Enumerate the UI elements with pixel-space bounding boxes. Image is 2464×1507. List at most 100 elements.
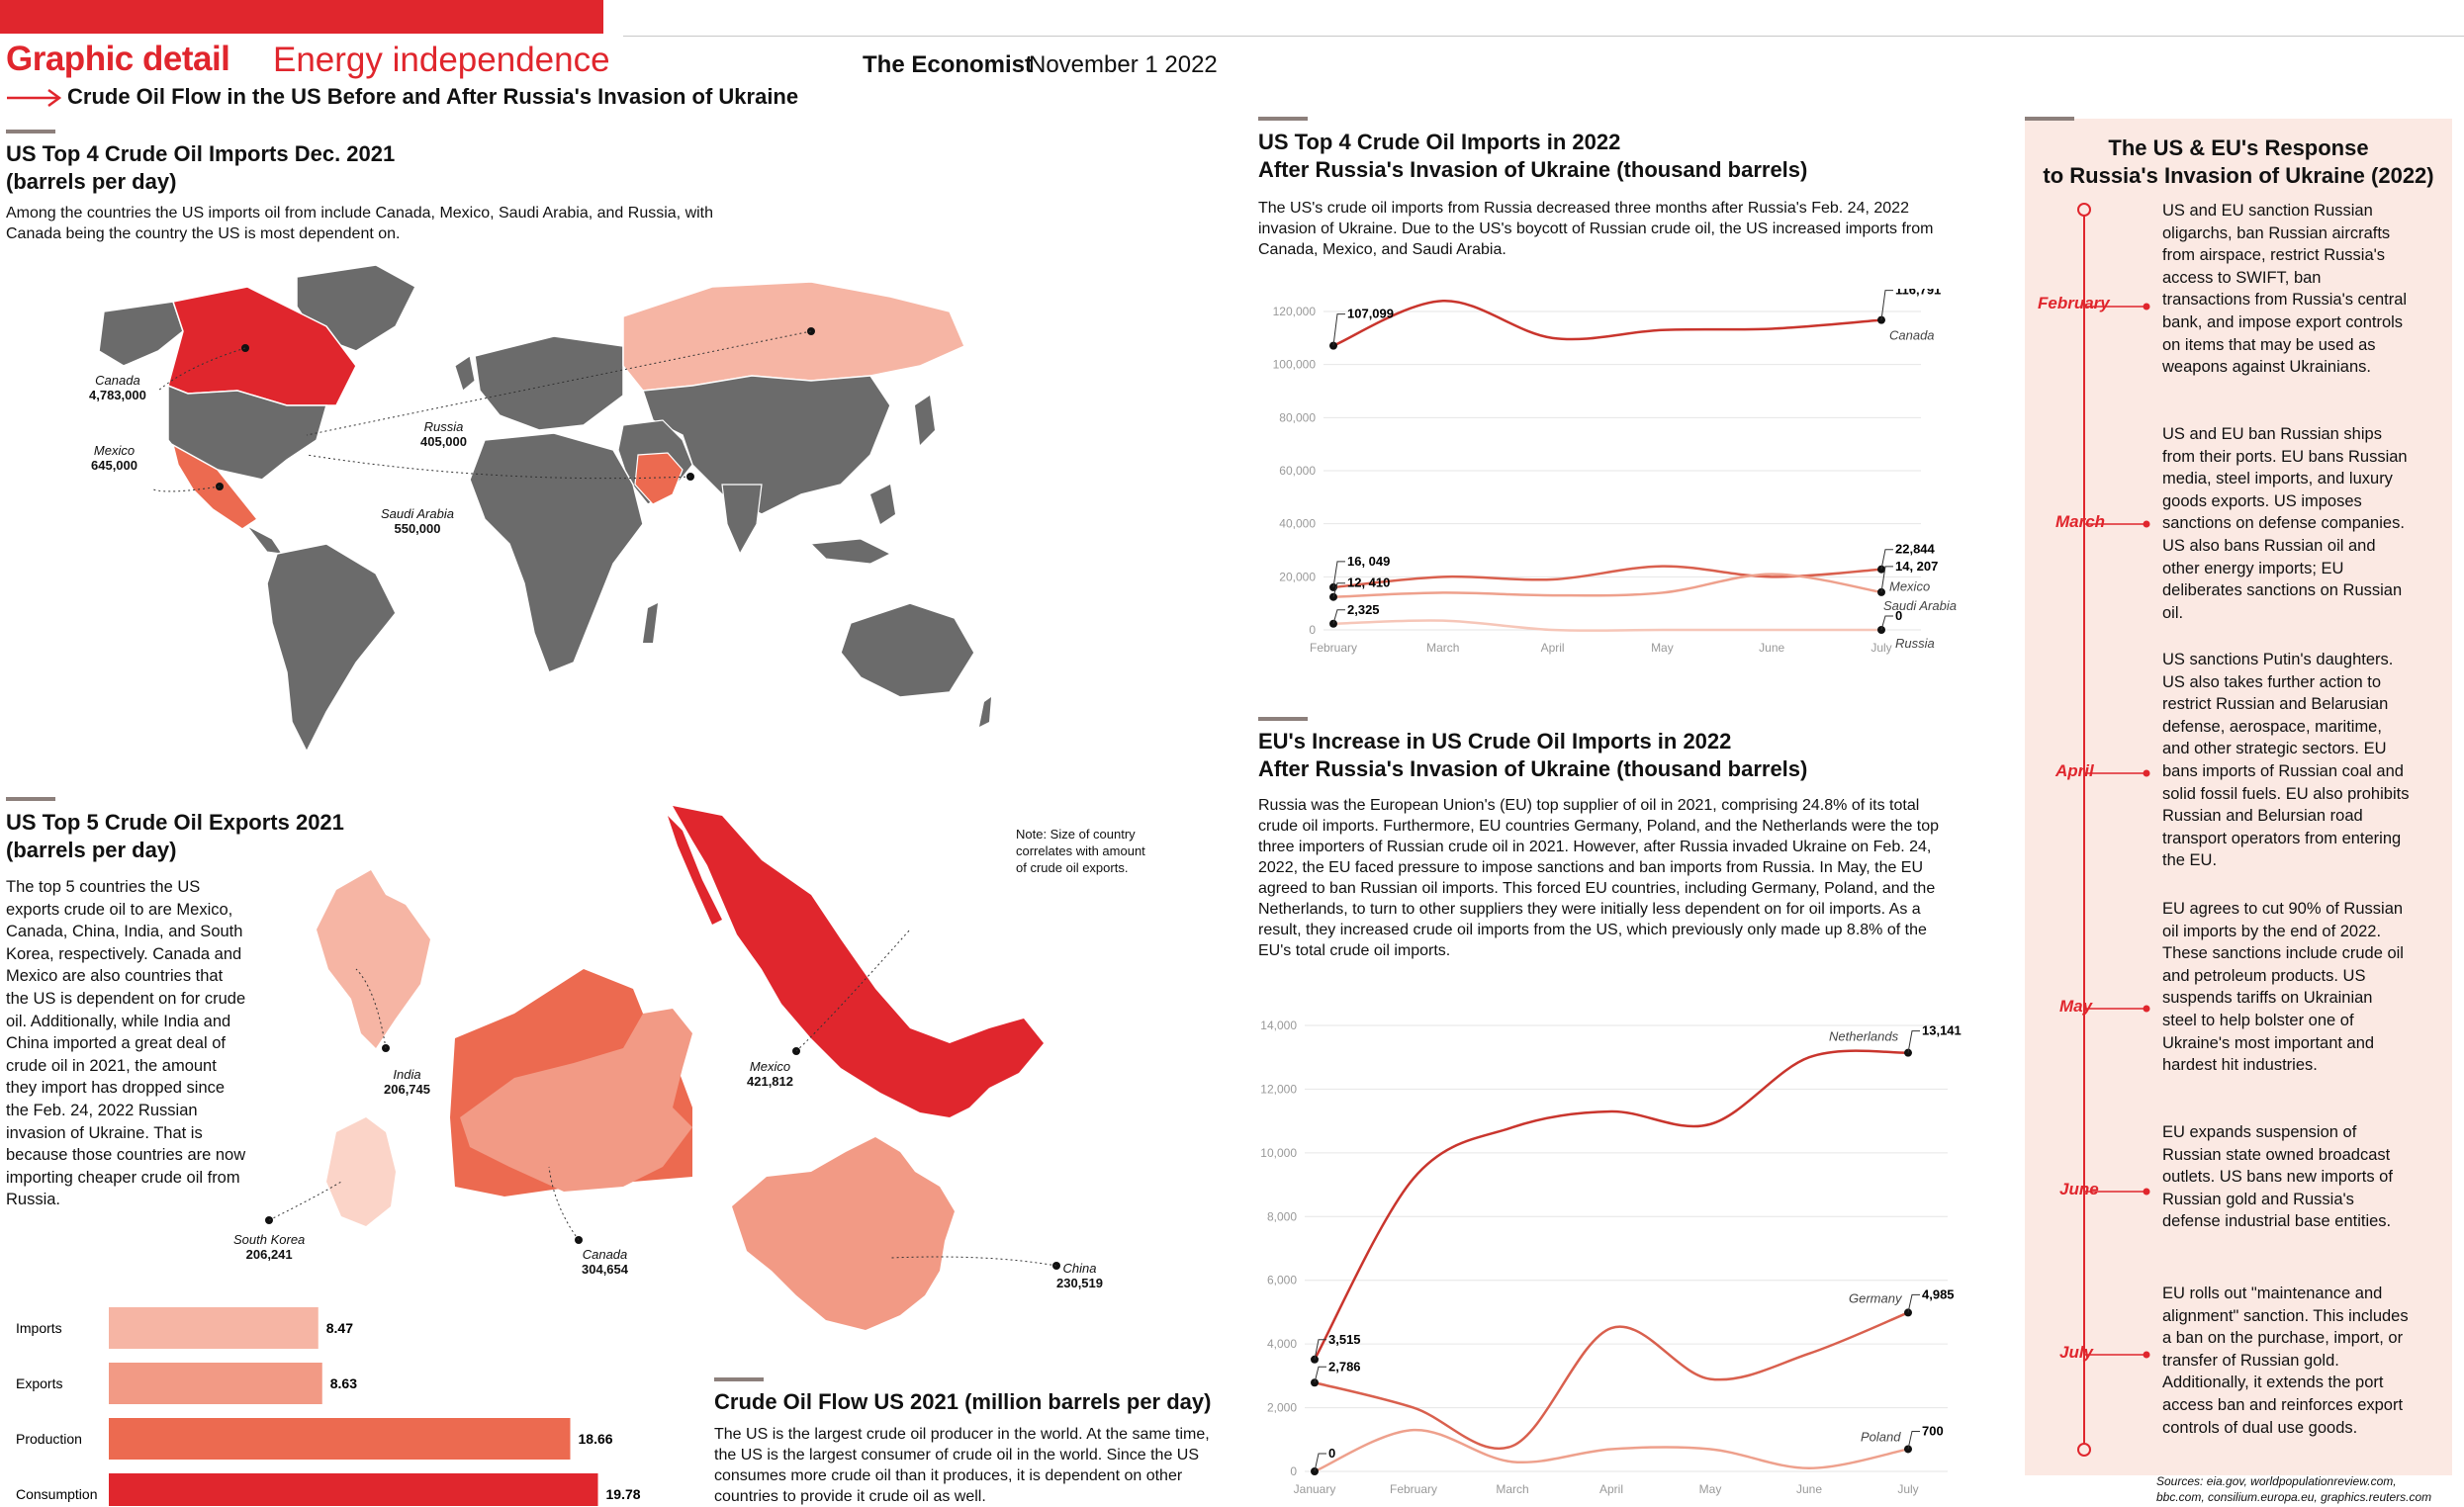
export-label-south-korea: South Korea 206,241: [233, 1232, 306, 1262]
bar-category-label: Exports: [16, 1375, 62, 1391]
x-tick-label: March: [1496, 1482, 1528, 1496]
series-line-mexico: [1332, 565, 1882, 589]
end-leader: [1880, 290, 1893, 320]
series-end-label: 13,141: [1922, 1023, 1962, 1038]
flow-section-title: Crude Oil Flow US 2021 (million barrels …: [714, 1389, 1212, 1414]
series-line-poland: [1314, 1428, 1909, 1473]
timeline-month-april: April: [2055, 761, 2094, 780]
india-export-shape: [317, 870, 430, 1048]
timeline-month-march: March: [2055, 512, 2106, 531]
series-line-canada: [1332, 300, 1882, 347]
bar-value-label: 8.63: [330, 1375, 357, 1391]
x-tick-label: February: [1390, 1482, 1437, 1496]
timeline-event-april: US sanctions Putin's daughters. US also …: [2162, 651, 2410, 870]
header-red-bar: [0, 0, 603, 34]
start-leader: [1332, 313, 1345, 346]
end-leader: [1880, 615, 1893, 631]
world-map: [98, 264, 991, 754]
y-tick-label: 2,000: [1267, 1401, 1297, 1415]
start-leader: [1332, 609, 1345, 624]
series-name-label: Russia: [1895, 636, 1935, 651]
section-marker: [1258, 717, 1308, 721]
map-label-mexico: Mexico 645,000: [91, 443, 137, 473]
end-leader: [1907, 1030, 1920, 1053]
y-tick-label: 40,000: [1279, 517, 1316, 531]
start-leader: [1314, 1453, 1326, 1472]
bar-production: [109, 1418, 571, 1460]
y-tick-label: 80,000: [1279, 410, 1316, 424]
export-label-china: China 230,519: [1056, 1261, 1103, 1290]
series-end-label: 14, 207: [1895, 559, 1938, 574]
section-marker: [6, 797, 55, 801]
x-tick-label: April: [1541, 641, 1565, 655]
x-tick-label: February: [1310, 641, 1357, 655]
y-tick-label: 12,000: [1260, 1082, 1297, 1096]
mexico-export-shape: [673, 806, 1044, 1117]
publication-date: November 1 2022: [1029, 51, 1218, 78]
section-marker: [6, 130, 55, 133]
saudi-arabia-shape: [634, 452, 684, 505]
y-tick-label: 120,000: [1273, 305, 1317, 318]
series-end-label: 22,844: [1895, 542, 1936, 557]
series-start-point: [1311, 1355, 1319, 1364]
russia-shape: [622, 281, 965, 392]
series-end-point: [1904, 1048, 1912, 1057]
publication-name: The Economist: [863, 51, 1034, 78]
map-label-russia: Russia 405,000: [420, 419, 467, 449]
series-start-label: 2,325: [1347, 602, 1380, 617]
exports-size-note: Note: Size of country correlates with am…: [1016, 827, 1145, 875]
y-tick-label: 0: [1290, 1464, 1297, 1478]
series-start-label: 3,515: [1328, 1332, 1361, 1347]
long-right-arrow-icon: [7, 88, 62, 108]
eu-line-chart: 0 2,000 4,000 6,000 8,000 10,000 12,000 14,000 J…: [1260, 1019, 1962, 1496]
series-start-label: 2,786: [1328, 1359, 1361, 1374]
y-tick-label: 20,000: [1279, 570, 1316, 583]
timeline-event-march: US and EU ban Russian ships from their p…: [2162, 425, 2408, 622]
south-korea-export-shape: [326, 1117, 396, 1226]
x-tick-label: June: [1759, 641, 1784, 655]
timeline-month-june: June: [2059, 1180, 2099, 1198]
series-name-label: Canada: [1889, 328, 1935, 343]
series-name-label: Saudi Arabia: [1883, 598, 1957, 613]
eu-section-title: EU's Increase in US Crude Oil Imports in…: [1258, 729, 1808, 781]
eu-section-description: Russia was the European Union's (EU) top…: [1258, 797, 1940, 959]
timeline-event-june: EU expands suspension of Russian state o…: [2162, 1123, 2393, 1231]
series-start-label: 107,099: [1347, 307, 1394, 321]
y-tick-label: 6,000: [1267, 1274, 1297, 1287]
exports-section-description: The top 5 countries the US exports crude…: [6, 878, 246, 1209]
imports-line-chart: 0 20,000 40,000 60,000 80,000 100,000 120,000 F…: [1273, 289, 1957, 655]
timeline-axis: [2077, 203, 2150, 1457]
series-end-label: 4,985: [1922, 1286, 1955, 1301]
bar-category-label: Consumption: [16, 1486, 98, 1502]
series-start-label: 0: [1328, 1446, 1335, 1461]
timeline-event-may: EU agrees to cut 90% of Russian oil impo…: [2162, 900, 2404, 1075]
bar-value-label: 19.78: [606, 1486, 641, 1502]
x-tick-label: May: [1651, 641, 1674, 655]
x-tick-label: January: [1294, 1482, 1336, 1496]
end-leader: [1907, 1430, 1920, 1450]
series-line-germany: [1314, 1311, 1909, 1451]
bar-value-label: 18.66: [579, 1431, 613, 1447]
y-tick-label: 10,000: [1260, 1146, 1297, 1160]
bar-imports: [109, 1307, 319, 1349]
exports-country-shapes: [317, 806, 1044, 1226]
start-leader: [1314, 1339, 1326, 1360]
x-tick-label: March: [1426, 641, 1459, 655]
x-tick-label: June: [1796, 1482, 1822, 1496]
y-tick-label: 14,000: [1260, 1019, 1297, 1032]
y-tick-label: 4,000: [1267, 1337, 1297, 1351]
timeline-title: The US & EU's Response to Russia's Invas…: [2043, 135, 2434, 188]
export-label-canada: Canada 304,654: [582, 1247, 628, 1277]
series-start-label: 16, 049: [1347, 554, 1390, 569]
y-tick-label: 8,000: [1267, 1209, 1297, 1223]
series-end-label: 116,791: [1895, 289, 1941, 298]
bar-value-label: 8.47: [326, 1320, 353, 1336]
end-leader: [1907, 1293, 1920, 1313]
export-leaders: [265, 929, 1060, 1270]
timeline-event-july: EU rolls out "maintenance and alignment"…: [2162, 1285, 2409, 1437]
end-leader: [1880, 566, 1893, 592]
china-export-shape: [460, 1009, 692, 1192]
flow-bar-chart: Imports 8.47 Exports 8.63 Production 18.66 Con…: [16, 1307, 641, 1506]
timeline-month-july: July: [2059, 1343, 2094, 1362]
series-name-label: Mexico: [1889, 579, 1930, 594]
